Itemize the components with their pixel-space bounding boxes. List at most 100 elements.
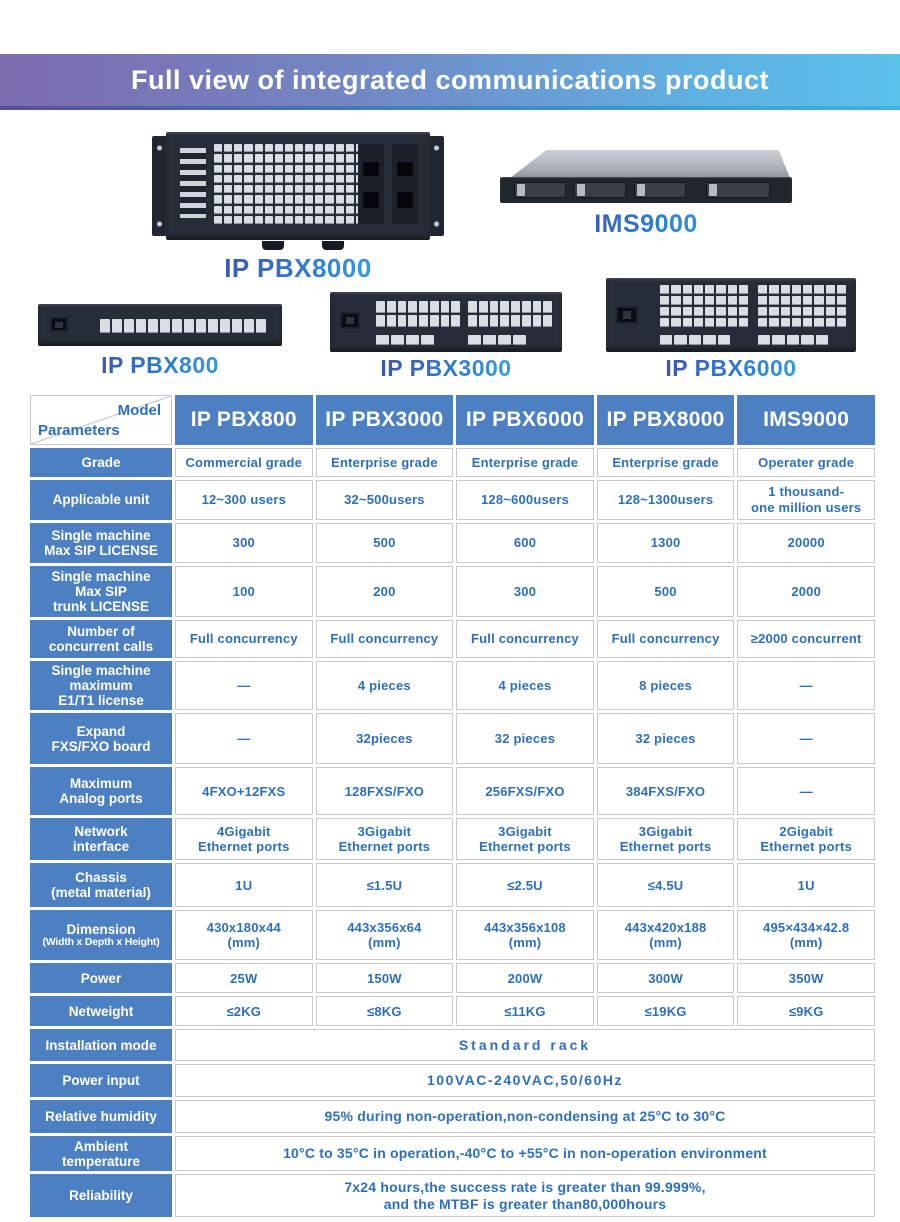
server-top-icon	[510, 150, 790, 178]
rj45-port-icon	[705, 318, 715, 327]
table-cell: —	[737, 661, 875, 711]
rj45-port-icon	[408, 315, 417, 327]
rj45-port-icon	[274, 174, 283, 183]
table-cell: 443x356x64 (mm)	[315, 910, 454, 961]
table-cell: 1U	[175, 863, 313, 908]
rj45-port-icon	[419, 315, 428, 327]
table-cell: 443x356x108 (mm)	[456, 910, 594, 961]
table-row: Installation mode Standard rack	[30, 1029, 875, 1062]
rj45-port-icon	[791, 296, 801, 305]
column-header: IP PBX3000	[315, 395, 454, 445]
row-header: Relative humidity	[30, 1100, 172, 1134]
row-header: Grade	[30, 448, 172, 477]
table-row: Single machine maximum E1/T1 license — 4 pie…	[30, 661, 875, 711]
rj45-port-icon	[769, 307, 779, 316]
table-cell: 25W	[175, 963, 313, 994]
rj45-port-icon	[256, 319, 266, 333]
rj45-port-icon	[376, 301, 385, 313]
pbx800-label: IP PBX800	[38, 352, 282, 379]
rj45-port-icon	[305, 144, 314, 153]
rj45-port-icon	[671, 285, 681, 294]
table-cell: 300W	[596, 963, 735, 994]
table-cell: 100VAC-240VAC,50/60Hz	[175, 1064, 875, 1098]
rj45-port-icon	[814, 285, 824, 294]
rj45-port-icon	[406, 335, 419, 345]
rj45-port-icon	[693, 285, 703, 294]
rj45-port-icon	[468, 335, 481, 345]
rj45-port-icon	[315, 205, 324, 214]
rj45-port-icon	[315, 215, 324, 224]
column-header: IP PBX6000	[456, 395, 594, 445]
rj45-port-icon	[758, 307, 768, 316]
rj45-port-icon	[214, 185, 223, 194]
rj45-port-icon	[224, 174, 233, 183]
rj45-port-icon	[254, 154, 263, 163]
table-cell: 128~600users	[456, 480, 594, 520]
rj45-port-icon	[214, 144, 223, 153]
rj45-port-icon	[682, 307, 692, 316]
table-cell: 4 pieces	[456, 661, 594, 711]
rj45-port-icon	[244, 185, 253, 194]
table-cell: 384FXS/FXO	[596, 767, 735, 816]
table-cell: ≤4.5U	[596, 863, 735, 908]
rj45-port-icon	[483, 335, 496, 345]
rj45-port-icon	[244, 144, 253, 153]
rj45-port-icon	[274, 144, 283, 153]
table-cell: 495×434×42.8 (mm)	[737, 910, 875, 961]
table-row: Applicable unit 12~300 users 32~500users 12…	[30, 480, 875, 520]
row-header: Single machine Max SIP trunk LICENSE	[30, 566, 172, 617]
rj45-port-icon	[274, 205, 283, 214]
rj45-port-icon	[345, 185, 354, 194]
rj45-port-icon	[386, 315, 396, 327]
rj45-port-icon	[315, 144, 324, 153]
port-grid-icon	[758, 285, 846, 327]
rj45-port-icon	[825, 285, 835, 294]
rj45-port-icon	[274, 164, 283, 173]
rj45-port-icon	[234, 215, 243, 224]
port-grid-icon	[468, 335, 526, 345]
rj45-port-icon	[716, 296, 726, 305]
table-cell: Commercial grade	[175, 448, 313, 477]
rj45-port-icon	[815, 335, 828, 345]
row-header: Single machine maximum E1/T1 license	[30, 661, 172, 711]
table-cell: 32~500users	[315, 480, 454, 520]
rj45-port-icon	[244, 154, 253, 163]
rj45-port-icon	[305, 154, 314, 163]
table-cell: 3Gigabit Ethernet ports	[456, 818, 594, 861]
ims9000-label: IMS9000	[500, 210, 792, 239]
table-cell: 100	[175, 566, 313, 617]
rj45-port-icon	[758, 335, 771, 345]
rj45-port-icon	[814, 296, 824, 305]
rj45-port-icon	[345, 174, 354, 183]
table-cell: —	[175, 713, 313, 765]
rj45-port-icon	[693, 307, 703, 316]
rj45-port-icon	[224, 205, 233, 214]
rj45-port-icon	[345, 144, 354, 153]
rj45-port-icon	[703, 335, 716, 345]
rj45-port-icon	[284, 215, 293, 224]
rj45-port-icon	[244, 319, 254, 333]
rj45-port-icon	[786, 335, 800, 345]
rj45-port-icon	[284, 195, 293, 204]
rj45-port-icon	[274, 195, 283, 204]
rj45-port-icon	[521, 315, 531, 327]
rj45-port-icon	[305, 164, 314, 173]
rj45-port-icon	[335, 174, 344, 183]
rj45-port-icon	[264, 195, 273, 204]
table-cell: 200W	[456, 963, 594, 994]
rj45-port-icon	[451, 315, 460, 327]
rj45-port-icon	[244, 174, 253, 183]
rj45-port-icon	[836, 307, 846, 316]
row-header: Power	[30, 963, 172, 994]
rj45-port-icon	[478, 315, 488, 327]
rj45-port-icon	[345, 154, 354, 163]
rj45-port-icon	[136, 319, 146, 333]
rj45-port-icon	[112, 319, 122, 333]
port-grid-icon	[100, 319, 266, 333]
pbx8000-image	[152, 132, 444, 250]
rj45-port-icon	[224, 195, 233, 204]
rj45-port-icon	[234, 174, 243, 183]
pbx6000-chassis	[606, 278, 856, 352]
table-row: Grade Commercial grade Enterprise grade Ent…	[30, 448, 875, 477]
